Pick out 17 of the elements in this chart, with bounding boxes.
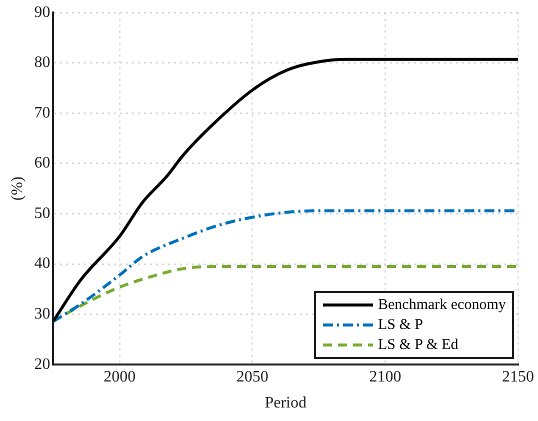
legend-label: LS & P & Ed [378, 336, 458, 355]
legend-label: LS & P [378, 316, 424, 335]
y-axis-title: (%) [8, 176, 26, 201]
x-tick-label: 2050 [236, 368, 268, 386]
x-tick-label: 2100 [369, 368, 402, 386]
x-tick-label: 2150 [502, 368, 534, 386]
y-tick-label: 70 [34, 104, 50, 122]
y-tick-label: 90 [34, 4, 50, 21]
y-tick-label: 50 [34, 204, 50, 222]
y-tick-label: 80 [34, 54, 50, 72]
y-tick-label: 40 [34, 255, 50, 272]
y-tick-label: 30 [34, 306, 50, 323]
x-tick-label: 2000 [104, 368, 136, 386]
x-axis-title: Period [264, 394, 306, 412]
y-tick-label: 60 [34, 154, 50, 172]
legend-label: Benchmark economy [378, 296, 506, 315]
y-tick-label: 20 [34, 356, 50, 373]
